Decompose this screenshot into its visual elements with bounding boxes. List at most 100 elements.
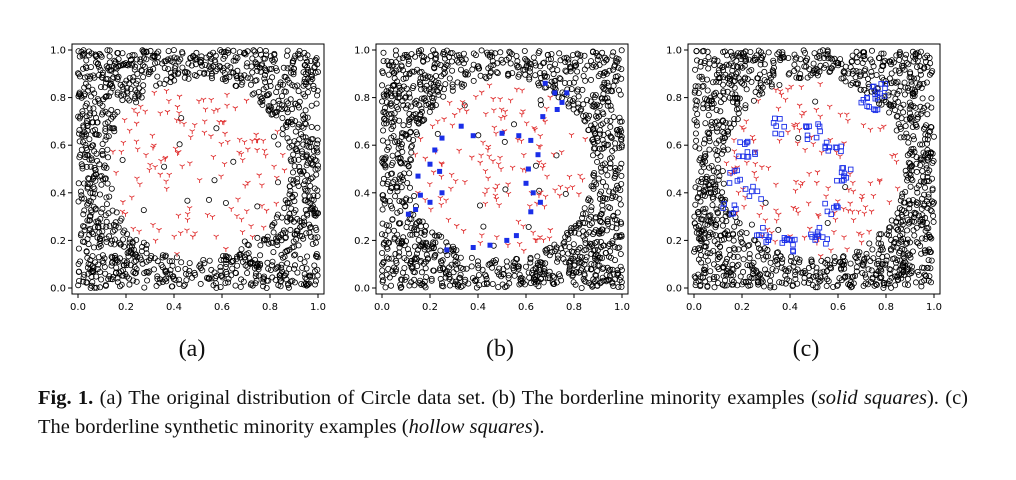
majority-point <box>599 179 606 186</box>
majority-point <box>87 284 94 291</box>
majority-point <box>188 62 195 69</box>
majority-point <box>748 78 755 85</box>
majority-point <box>546 268 553 275</box>
majority-point <box>919 95 926 102</box>
majority-point <box>711 57 718 64</box>
minority-point <box>221 161 228 167</box>
majority-point <box>532 72 539 79</box>
majority-point <box>292 52 299 59</box>
majority-point <box>98 209 105 216</box>
majority-point <box>522 71 529 78</box>
majority-point <box>97 52 104 59</box>
majority-point <box>110 74 117 81</box>
majority-point <box>592 113 599 120</box>
minority-point <box>491 108 497 114</box>
minority-point <box>238 151 245 157</box>
majority-point <box>201 69 208 76</box>
majority-point <box>611 77 618 84</box>
minority-point <box>417 136 424 142</box>
minority-point <box>542 119 548 125</box>
majority-point <box>588 240 595 247</box>
majority-point <box>595 113 602 120</box>
majority-point <box>903 116 910 123</box>
majority-point <box>95 244 102 251</box>
majority-point <box>108 185 115 192</box>
majority-point <box>382 162 389 169</box>
majority-point <box>702 263 709 270</box>
majority-point <box>119 97 126 104</box>
majority-point <box>692 143 699 150</box>
synthetic-minority-point <box>752 149 758 156</box>
majority-point <box>706 212 713 219</box>
majority-point <box>296 136 303 143</box>
majority-point <box>380 259 387 266</box>
majority-point <box>154 273 161 280</box>
majority-point <box>553 244 560 251</box>
minority-point <box>448 172 455 178</box>
majority-point <box>211 269 218 276</box>
majority-point <box>607 118 614 125</box>
majority-point <box>616 276 623 283</box>
majority-point <box>487 53 494 60</box>
majority-point <box>126 281 133 288</box>
majority-point <box>430 241 437 248</box>
majority-point <box>135 91 142 98</box>
majority-point <box>278 231 285 238</box>
majority-point <box>709 125 716 132</box>
majority-point <box>595 175 602 182</box>
majority-point <box>284 76 291 83</box>
majority-point <box>691 220 698 227</box>
minority-point <box>142 109 149 115</box>
minority-point <box>861 211 868 217</box>
majority-point <box>717 99 724 106</box>
majority-point <box>525 223 532 230</box>
majority-point <box>81 50 88 57</box>
majority-point <box>165 66 172 73</box>
majority-point <box>234 262 241 269</box>
majority-point <box>928 235 935 242</box>
majority-point <box>469 66 476 73</box>
majority-point <box>695 90 702 97</box>
majority-point <box>713 107 720 114</box>
minority-point <box>150 145 156 151</box>
majority-point <box>818 257 825 264</box>
majority-point <box>312 252 319 259</box>
majority-point <box>459 282 466 289</box>
majority-point <box>309 161 316 168</box>
majority-point <box>852 253 859 260</box>
majority-point <box>707 217 714 224</box>
majority-point <box>308 143 315 150</box>
majority-point <box>611 63 618 70</box>
majority-point <box>414 250 421 257</box>
majority-point <box>389 68 396 75</box>
majority-point <box>907 183 914 190</box>
majority-point <box>295 182 302 189</box>
majority-point <box>297 55 304 62</box>
majority-point <box>757 61 764 68</box>
minority-point <box>166 99 172 104</box>
majority-point <box>301 259 308 266</box>
minority-point <box>493 131 499 137</box>
majority-point <box>110 228 117 235</box>
majority-point <box>396 249 403 256</box>
majority-point <box>834 281 841 288</box>
majority-point <box>493 69 500 76</box>
majority-point <box>308 233 315 240</box>
majority-point <box>927 265 934 272</box>
majority-point <box>398 237 405 244</box>
y-tick-label: 0.2 <box>666 236 682 247</box>
majority-point <box>83 100 90 107</box>
majority-point <box>720 147 727 154</box>
minority-point <box>478 153 484 159</box>
majority-point <box>781 54 788 61</box>
majority-point <box>417 111 424 118</box>
majority-point <box>901 281 908 288</box>
majority-point <box>746 250 753 257</box>
majority-point <box>98 276 105 283</box>
majority-point <box>140 207 147 214</box>
majority-point <box>615 64 622 71</box>
majority-point <box>714 251 721 258</box>
majority-point <box>830 283 837 290</box>
majority-point <box>709 97 716 104</box>
majority-point <box>382 156 389 163</box>
